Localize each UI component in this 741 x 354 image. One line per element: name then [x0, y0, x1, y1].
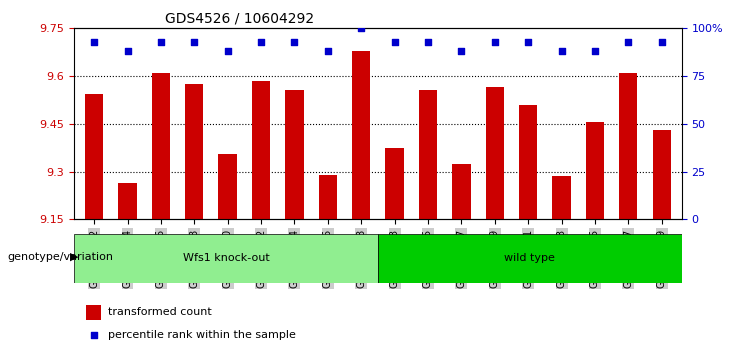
Point — [522, 39, 534, 45]
Bar — [86, 305, 102, 320]
Text: ▶: ▶ — [70, 252, 79, 262]
Bar — [619, 73, 637, 219]
FancyBboxPatch shape — [378, 234, 682, 283]
Bar — [519, 105, 537, 219]
Point — [389, 39, 401, 45]
Bar — [285, 90, 304, 219]
Bar — [585, 122, 604, 219]
Point — [489, 39, 501, 45]
Point — [288, 39, 300, 45]
Point — [222, 48, 233, 54]
Bar — [419, 90, 437, 219]
Point — [122, 48, 133, 54]
Point — [188, 39, 200, 45]
Point — [589, 48, 601, 54]
Text: transformed count: transformed count — [107, 307, 211, 317]
Bar — [252, 81, 270, 219]
Point — [355, 25, 367, 31]
Bar — [385, 148, 404, 219]
Point — [622, 39, 634, 45]
Bar — [85, 93, 103, 219]
Point — [556, 48, 568, 54]
Point — [322, 48, 333, 54]
Text: GDS4526 / 10604292: GDS4526 / 10604292 — [165, 12, 314, 26]
Bar — [552, 176, 571, 219]
Point — [88, 39, 100, 45]
FancyBboxPatch shape — [74, 234, 378, 283]
Point — [422, 39, 434, 45]
Text: Wfs1 knock-out: Wfs1 knock-out — [182, 253, 270, 263]
Point — [88, 332, 100, 337]
Bar — [319, 175, 337, 219]
Text: percentile rank within the sample: percentile rank within the sample — [107, 330, 296, 339]
Point — [456, 48, 468, 54]
Text: genotype/variation: genotype/variation — [7, 252, 113, 262]
Bar — [485, 87, 504, 219]
Bar — [352, 51, 370, 219]
Bar — [219, 154, 237, 219]
Bar — [653, 130, 671, 219]
Point — [656, 39, 668, 45]
Bar — [152, 73, 170, 219]
Point — [255, 39, 267, 45]
Bar — [452, 164, 471, 219]
Bar — [119, 183, 136, 219]
Text: wild type: wild type — [505, 253, 555, 263]
Point — [155, 39, 167, 45]
Bar — [185, 84, 204, 219]
